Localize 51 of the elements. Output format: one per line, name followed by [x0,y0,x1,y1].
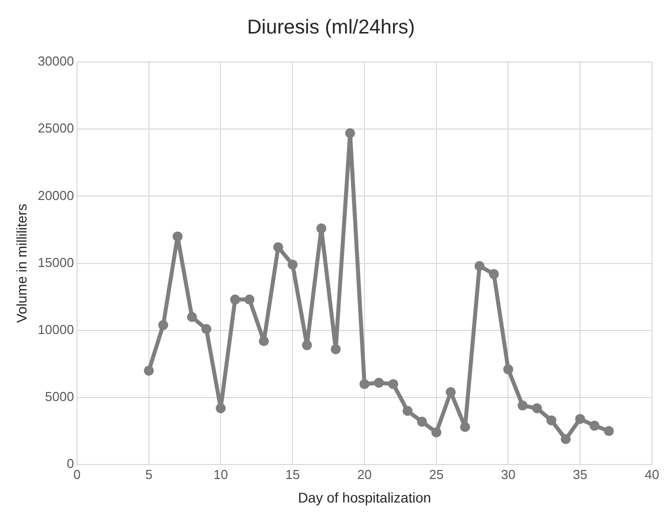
x-tick-label: 25 [429,466,444,482]
point [330,344,341,354]
point [460,422,470,432]
x-axis-title: Day of hospitalization [298,489,432,506]
point [244,294,254,305]
point [503,364,514,374]
y-tick-label: 25000 [38,120,74,136]
x-tick-label: 20 [357,466,372,482]
point [273,242,284,252]
point [359,379,370,390]
point [302,340,312,350]
point [518,400,528,411]
point [288,260,298,270]
point [144,366,154,376]
point [416,416,427,427]
point [474,260,484,271]
point [316,223,326,234]
point [532,403,542,414]
x-tick-label: 10 [213,466,228,482]
point [345,128,356,138]
y-tick-label: 20000 [38,188,74,203]
y-tick-label: 10000 [38,322,74,337]
point [201,324,212,334]
y-tick-label: 30000 [38,54,74,69]
point [560,434,571,444]
point [589,420,600,431]
y-tick-label: 0 [66,456,74,472]
point [402,406,413,416]
point [575,414,586,424]
point [216,403,226,414]
x-tick-label: 40 [644,466,660,482]
point [446,387,456,398]
point [230,294,240,305]
chart-title: Diuresis (ml/24hrs) [247,16,415,39]
point [431,427,442,438]
x-tick-label: 15 [285,466,300,482]
y-tick-label: 5000 [45,389,74,404]
point [546,415,556,426]
y-axis-title: Volume in milliliters [13,204,30,323]
y-tick-label: 15000 [38,254,74,270]
x-tick-label: 35 [572,466,588,482]
point [158,320,168,330]
x-tick-label: 5 [145,466,152,482]
point [258,336,269,346]
point [172,231,183,242]
point [388,379,398,390]
point [604,426,614,436]
point [488,269,499,280]
point [186,312,197,322]
x-tick-label: 30 [501,466,516,482]
point [374,378,384,388]
